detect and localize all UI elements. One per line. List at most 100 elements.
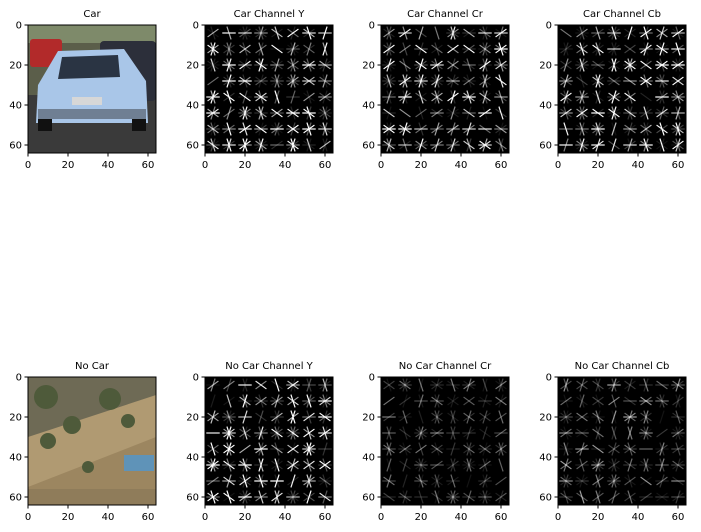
hog-gradient-stroke [482, 42, 488, 56]
hog-gradient-stroke [675, 106, 681, 120]
car-window [58, 55, 120, 79]
x-tick-label: 0 [555, 512, 561, 523]
hog-gradient-stroke [402, 42, 408, 56]
hog-gradient-stroke [482, 474, 488, 488]
hog-gradient-stroke [434, 410, 440, 424]
hog-gradient-stroke [495, 476, 507, 486]
hog-gradient-stroke [624, 492, 636, 502]
y-tick-label: 20 [9, 413, 22, 424]
hog-gradient-stroke [226, 42, 232, 56]
hog-gradient-stroke [399, 396, 411, 406]
x-tick-label: 20 [592, 512, 605, 523]
hog-gradient-stroke [479, 44, 491, 54]
hog-gradient-stroke [498, 122, 504, 136]
hog-gradient-stroke [450, 394, 456, 408]
hog-gradient-stroke [287, 428, 299, 438]
x-tick-label: 0 [25, 160, 31, 171]
y-tick-label: 20 [362, 413, 375, 424]
hog-gradient-stroke [675, 42, 681, 56]
hog-gradient-stroke [479, 444, 491, 454]
hog-gradient-stroke [322, 378, 328, 392]
hog-gradient-stroke [287, 76, 299, 86]
hog-gradient-stroke [463, 108, 475, 118]
hog-gradient-stroke [656, 476, 668, 486]
hog-gradient-stroke [643, 378, 649, 392]
hog-gradient-stroke [479, 124, 491, 134]
hog-gradient-stroke [466, 426, 472, 440]
hog-gradient-stroke [592, 444, 604, 454]
hog-gradient-stroke [563, 458, 569, 472]
hog-gradient-stroke [482, 26, 488, 40]
y-tick-label: 40 [362, 101, 375, 112]
hog-gradient-stroke [624, 92, 636, 102]
axes-frame [204, 376, 334, 506]
hog-gradient-stroke [271, 460, 283, 470]
hog-gradient-stroke [450, 410, 456, 424]
hog-gradient-stroke [640, 60, 652, 70]
hog-gradient-stroke [418, 26, 424, 40]
hog-gradient-stroke [386, 378, 392, 392]
x-tick-label: 60 [142, 160, 155, 171]
hog-gradient-stroke [576, 460, 588, 470]
hog-gradient-stroke [463, 444, 475, 454]
hog-gradient-stroke [402, 138, 408, 152]
hog-gradient-stroke [466, 138, 472, 152]
hog-gradient-stroke [434, 442, 440, 456]
hog-gradient-stroke [258, 42, 264, 56]
hog-gradient-stroke [447, 108, 459, 118]
hog-gradient-stroke [255, 44, 267, 54]
hog-gradient-stroke [675, 442, 681, 456]
hog-gradient-stroke [624, 460, 636, 470]
hog-gradient-stroke [463, 396, 475, 406]
hog-gradient-stroke [399, 444, 411, 454]
y-tick-label: 60 [186, 493, 199, 504]
hog-gradient-stroke [624, 380, 636, 390]
hog-gradient-stroke [672, 28, 684, 38]
hog-gradient-stroke [560, 412, 572, 422]
hog-gradient-stroke [656, 124, 668, 134]
hog-gradient-stroke [431, 428, 443, 438]
hog-gradient-stroke [656, 396, 668, 406]
hog-gradient-stroke [608, 396, 620, 406]
hog-gradient-stroke [415, 124, 427, 134]
hog-gradient-stroke [242, 426, 248, 440]
hog-gradient-stroke [386, 106, 392, 120]
hog-gradient-stroke [624, 380, 636, 390]
hog-gradient-stroke [563, 474, 569, 488]
x-tick-label: 40 [455, 512, 468, 523]
hog-gradient-stroke [255, 124, 267, 134]
hog-gradient-stroke [223, 492, 235, 502]
hog-gradient-stroke [431, 444, 443, 454]
hog-gradient-stroke [418, 474, 424, 488]
hog-gradient-stroke [672, 460, 684, 470]
hog-gradient-stroke [611, 58, 617, 72]
hog-gradient-stroke [576, 140, 588, 150]
hog-gradient-stroke [624, 76, 636, 86]
hog-gradient-stroke [287, 28, 299, 38]
hog-gradient-stroke [482, 490, 488, 504]
hog-gradient-stroke [624, 444, 636, 454]
hog-gradient-stroke [659, 442, 665, 456]
hog-gradient-stroke [290, 58, 296, 72]
hog-gradient-stroke [595, 394, 601, 408]
hog-gradient-stroke [306, 26, 312, 40]
hog-gradient-stroke [226, 490, 232, 504]
hog-gradient-stroke [463, 492, 475, 502]
hog-gradient-stroke [466, 90, 472, 104]
hog-gradient-stroke [592, 44, 604, 54]
hog-gradient-stroke [255, 444, 267, 454]
hog-gradient-stroke [255, 428, 267, 438]
hog-gradient-stroke [274, 90, 280, 104]
hog-gradient-stroke [271, 44, 283, 54]
hog-gradient-stroke [418, 74, 424, 88]
hog-gradient-stroke [592, 492, 604, 502]
hog-gradient-stroke [608, 460, 620, 470]
y-tick-label: 0 [369, 21, 375, 32]
hog-gradient-stroke [579, 474, 585, 488]
hog-gradient-stroke [479, 76, 491, 86]
hog-gradient-stroke [431, 444, 443, 454]
hog-gradient-stroke [482, 426, 488, 440]
hog-gradient-stroke [399, 380, 411, 390]
hog-gradient-stroke [303, 460, 315, 470]
